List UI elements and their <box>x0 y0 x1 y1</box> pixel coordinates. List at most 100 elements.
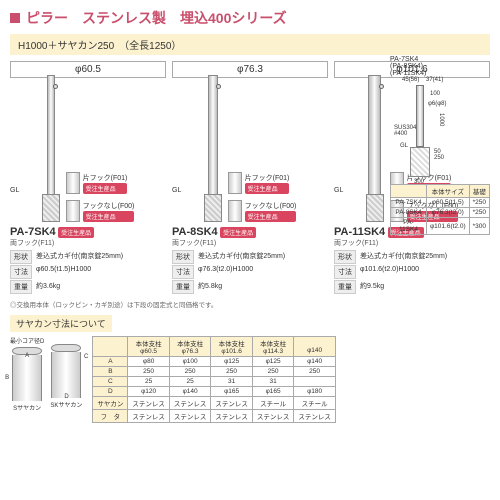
td: 31 <box>211 377 253 387</box>
order-badge: 受注生産品 <box>83 183 128 194</box>
td: フ タ <box>93 410 128 423</box>
base-icon <box>42 194 60 222</box>
model-subtitle: 両フック(F11) <box>10 238 166 248</box>
td: ステンレス <box>211 397 253 410</box>
base-icon <box>204 194 222 222</box>
spec-key: 形状 <box>172 250 194 264</box>
core-dia-label: 最小コア径D <box>10 336 44 345</box>
td: φ60.5(t1.5) <box>426 198 469 208</box>
spec-val: 約5.8kg <box>196 280 224 294</box>
pillar-icon <box>368 75 381 195</box>
td: *300 <box>469 218 489 235</box>
spec-key: 形状 <box>10 250 32 264</box>
td: ステンレス <box>128 397 170 410</box>
spec-val: 差込式カギ付(南京錠25mm) <box>34 250 125 264</box>
td: 25 <box>128 377 170 387</box>
spec-val: φ101.6(t2.0)H1000 <box>358 265 421 279</box>
dimension-diagram: PA-7SK4 (PA-8SK4) (PA-11SK4) 37(41) 45(5… <box>390 56 490 235</box>
pillar-icon <box>47 75 55 195</box>
dims-model-label: PA-7SK4 (PA-8SK4) (PA-11SK4) <box>390 56 490 77</box>
sk-sayakan-label: SKサヤカン <box>50 400 82 409</box>
td: φ80 <box>128 357 170 367</box>
th: 本体支柱 φ101.6 <box>211 337 253 357</box>
hook-tag: 片フック(F01) <box>83 173 128 183</box>
gl-label: GL <box>334 187 343 194</box>
td: φ101.6(t2.0) <box>426 218 469 235</box>
pillar-illustration: GL 片フック(F01) 受注生産品 フックなし(F00) 受注生産品 <box>172 82 328 222</box>
title-bar: ピラー ステンレス製 埋込400シリーズ <box>10 8 490 28</box>
model-code: PA-11SK4 <box>334 226 385 238</box>
td: φ125 <box>211 357 253 367</box>
spec-key: 寸法 <box>10 265 32 279</box>
order-badge: 受注生産品 <box>83 211 135 222</box>
td: 25 <box>169 377 211 387</box>
spec-key: 形状 <box>334 250 356 264</box>
td: 250 <box>211 367 253 377</box>
model-subtitle: 両フック(F11) <box>334 238 490 248</box>
td: スチール <box>252 397 294 410</box>
td: *250 <box>469 208 489 218</box>
hook-icon <box>53 84 58 89</box>
td: B <box>93 367 128 377</box>
td: φ140 <box>169 387 211 397</box>
variant-tags: 片フック(F01) 受注生産品 フックなし(F00) 受注生産品 <box>228 172 297 222</box>
model-subtitle: 両フック(F11) <box>172 238 328 248</box>
hook-icon <box>216 84 221 89</box>
mini-pillar-icon <box>66 172 80 194</box>
th <box>93 337 128 357</box>
td: ステンレス <box>169 397 211 410</box>
spec-key: 寸法 <box>172 265 194 279</box>
s-sayakan-label: Sサヤカン <box>13 403 41 412</box>
td: φ165 <box>252 387 294 397</box>
th <box>391 185 427 198</box>
td: C <box>93 377 128 387</box>
td: スチール <box>294 397 336 410</box>
td: φ76.3(t2.0) <box>426 208 469 218</box>
s-sayakan-icon: A B <box>12 347 42 401</box>
hook-tag: 片フック(F01) <box>245 173 290 183</box>
spec-key: 寸法 <box>334 265 356 279</box>
page-title: ピラー ステンレス製 埋込400シリーズ <box>26 8 287 28</box>
mini-pillar-icon <box>228 172 242 194</box>
th: 本体サイズ <box>426 185 469 198</box>
spec-val: 差込式カギ付(南京錠25mm) <box>358 250 449 264</box>
td: φ100 <box>169 357 211 367</box>
td: PA-8SK4 <box>391 208 427 218</box>
td: ステンレス <box>128 410 170 423</box>
td: D <box>93 387 128 397</box>
th: 本体支柱 φ114.3 <box>252 337 294 357</box>
td: 250 <box>252 367 294 377</box>
td: φ165 <box>211 387 253 397</box>
mini-pillar-icon <box>66 200 80 222</box>
spec-val: φ60.5(t1.5)H1000 <box>34 265 93 279</box>
pillar-icon <box>208 75 218 195</box>
spec-key: 重量 <box>334 280 356 294</box>
td: PA-7SK4 <box>391 198 427 208</box>
mini-pillar-icon <box>228 200 242 222</box>
td: PA-11SK4 <box>391 218 427 235</box>
td: φ125 <box>252 357 294 367</box>
pillar-illustration: GL 片フック(F01) 受注生産品 フックなし(F00) 受注生産品 <box>10 82 166 222</box>
th: 基礎 <box>469 185 489 198</box>
td: ステンレス <box>252 410 294 423</box>
th: 本体支柱 φ76.3 <box>169 337 211 357</box>
td: φ140 <box>294 357 336 367</box>
diameter-label: φ76.3 <box>172 61 328 78</box>
td: A <box>93 357 128 367</box>
order-badge: 受注生産品 <box>245 211 297 222</box>
diameter-label: φ60.5 <box>10 61 166 78</box>
sayakan-title: サヤカン寸法について <box>10 315 112 332</box>
spec-val: 差込式カギ付(南京錠25mm) <box>196 250 287 264</box>
product-col: φ60.5 GL 片フック(F01) 受注生産品 フックなし(F00) 受注生産… <box>10 61 166 295</box>
spec-val: 約9.5kg <box>358 280 386 294</box>
footnote: ◎交換用本体（ロックピン・カギ別途）は下段の固定式と同価格です。 <box>10 299 490 309</box>
td <box>294 377 336 387</box>
td: 250 <box>128 367 170 377</box>
sayakan-table: 本体支柱 φ60.5本体支柱 φ76.3本体支柱 φ101.6本体支柱 φ114… <box>92 336 336 423</box>
td: 250 <box>294 367 336 377</box>
size-table: 本体サイズ基礎 PA-7SK4φ60.5(t1.5)*250 PA-8SK4φ76.… <box>390 184 490 235</box>
nohook-tag: フックなし(F00) <box>245 201 297 211</box>
model-code: PA-8SK4 <box>172 226 218 238</box>
td: φ120 <box>128 387 170 397</box>
title-square-icon <box>10 13 20 23</box>
